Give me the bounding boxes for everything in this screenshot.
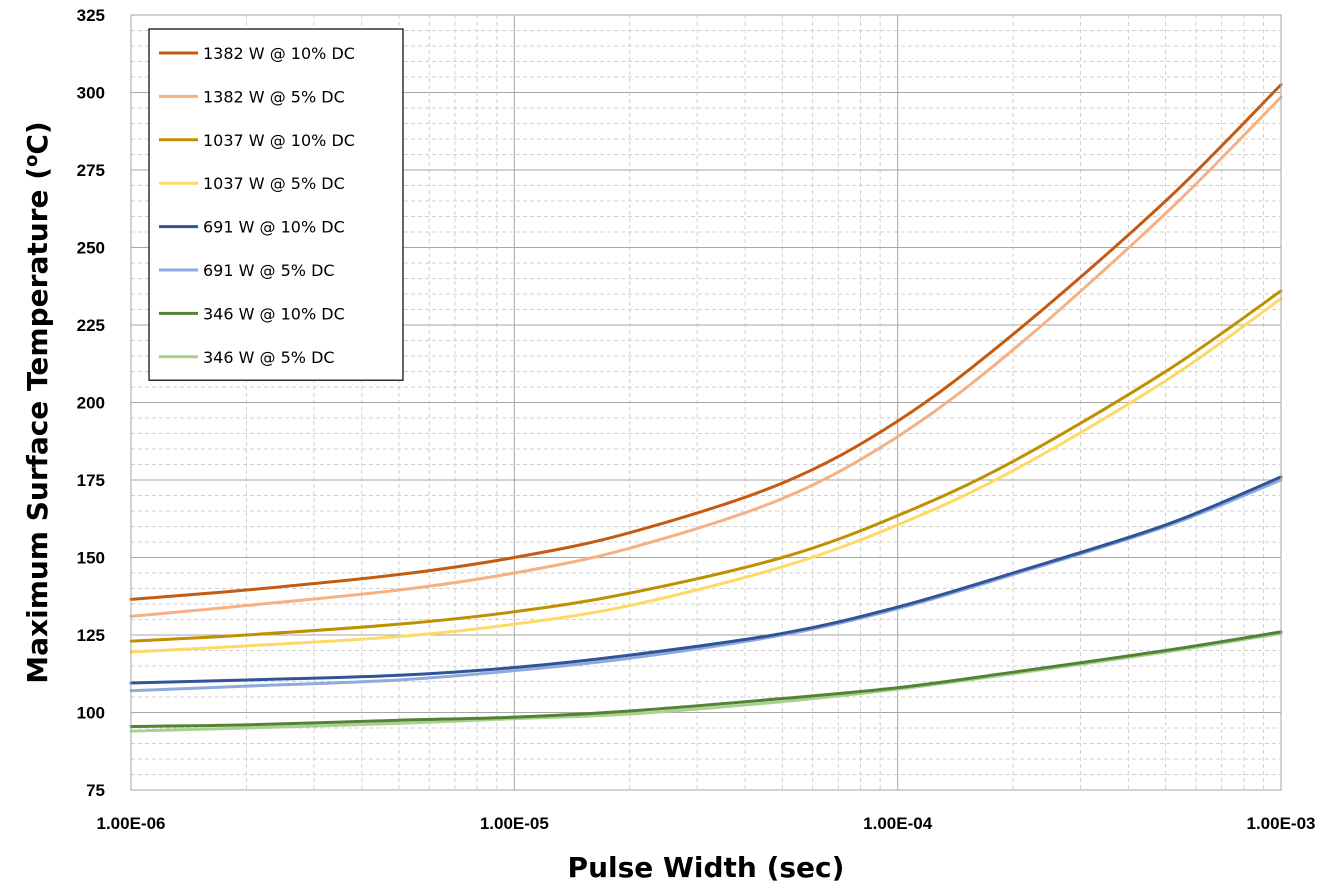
y-tick-label: 225 [77, 316, 105, 335]
series-line-346-w-5-dc [129, 631, 1283, 733]
legend-label: 1037 W @ 5% DC [203, 174, 345, 193]
series-line-1037-w-5-dc [129, 297, 1283, 654]
y-tick-label: 150 [77, 549, 105, 568]
y-tick-label: 200 [77, 394, 105, 413]
x-tick-labels: 1.00E-06 1.00E-05 1.00E-04 1.00E-03 [97, 814, 1316, 833]
x-axis-title: Pulse Width (sec) [568, 851, 845, 884]
y-tick-label: 250 [77, 239, 105, 258]
y-tick-label: 75 [86, 781, 105, 800]
y-axis-title-main: Maximum Surface Temperature ( [21, 167, 54, 684]
y-axis-title-superscript: o [21, 155, 42, 167]
x-tick-label: 1.00E-03 [1247, 814, 1316, 833]
legend-label: 1382 W @ 10% DC [203, 44, 355, 63]
legend-label: 346 W @ 5% DC [203, 348, 335, 367]
legend-label: 346 W @ 10% DC [203, 304, 345, 323]
legend-label: 1037 W @ 10% DC [203, 131, 355, 150]
series-layer [129, 83, 1283, 733]
x-tick-label: 1.00E-06 [97, 814, 166, 833]
y-tick-label: 275 [77, 161, 105, 180]
x-tick-label: 1.00E-05 [480, 814, 549, 833]
y-tick-label: 325 [77, 6, 105, 25]
y-tick-label: 125 [77, 626, 105, 645]
y-tick-label: 300 [77, 84, 105, 103]
legend-label: 1382 W @ 5% DC [203, 87, 345, 106]
series-line-691-w-10-dc [129, 475, 1283, 685]
series-line-346-w-10-dc [129, 630, 1283, 728]
legend-box [148, 28, 404, 381]
series-line-1382-w-10-dc [129, 83, 1283, 601]
x-tick-label: 1.00E-04 [863, 814, 933, 833]
y-tick-labels: 75 100 125 150 175 200 225 250 275 300 325 [77, 6, 105, 800]
legend-label: 691 W @ 5% DC [203, 261, 335, 280]
plot-frame [130, 14, 1282, 791]
y-axis-title-end: C) [21, 121, 54, 154]
series-line-1037-w-10-dc [129, 289, 1283, 643]
y-tick-label: 175 [77, 471, 105, 490]
legend: 1382 W @ 10% DC 1382 W @ 5% DC 1037 W @ 10… [148, 28, 404, 381]
y-tick-label: 100 [77, 704, 105, 723]
series-line-1382-w-5-dc [129, 95, 1283, 618]
y-axis-title: Maximum Surface Temperature (oC) [21, 121, 54, 683]
legend-label: 691 W @ 10% DC [203, 218, 345, 237]
